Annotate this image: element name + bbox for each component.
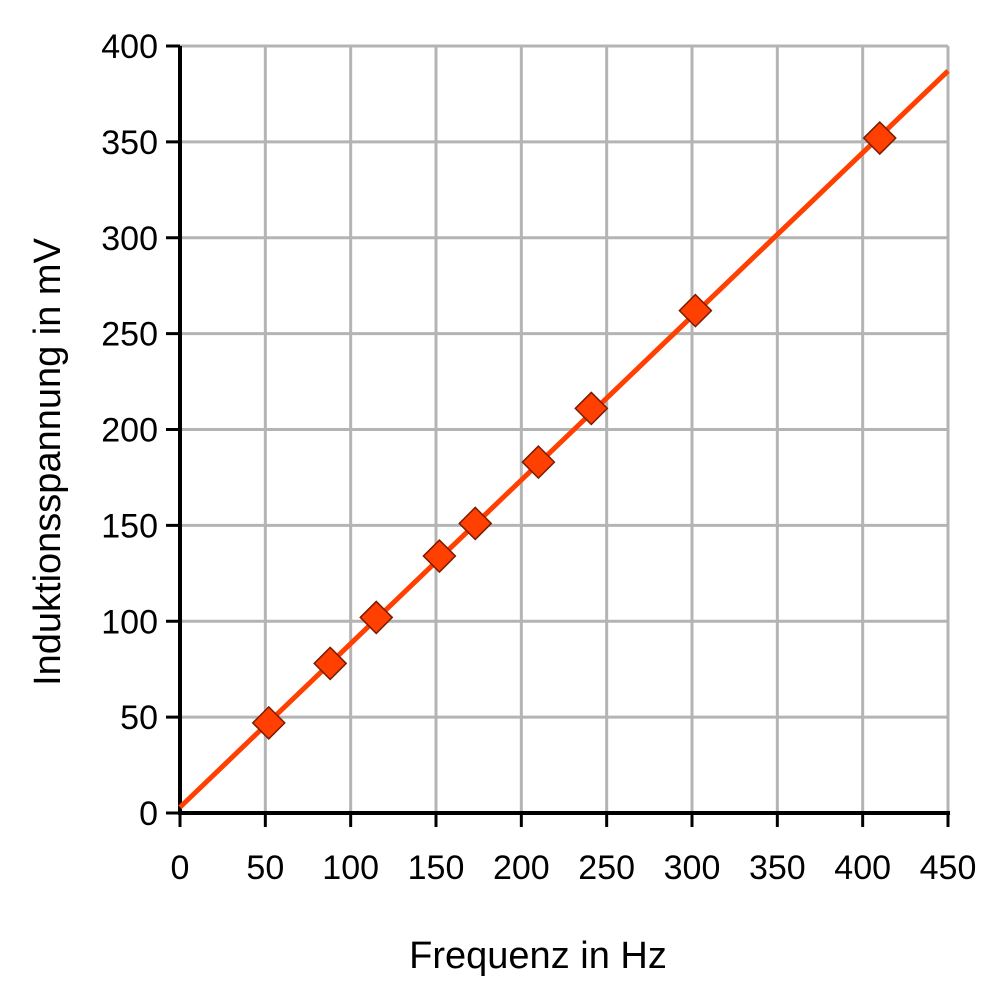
y-tick-label: 0 — [139, 795, 158, 833]
data-point — [521, 445, 556, 480]
x-tick-label: 150 — [408, 849, 465, 887]
x-tick-label: 250 — [578, 849, 635, 887]
y-tick-label: 350 — [101, 124, 158, 162]
x-tick-label: 450 — [920, 849, 977, 887]
trend-line — [178, 69, 950, 810]
y-tick-label: 400 — [101, 28, 158, 66]
x-tick-label: 50 — [246, 849, 284, 887]
axes — [166, 44, 950, 827]
x-axis-title: Frequenz in Hz — [409, 935, 667, 977]
data-points — [251, 120, 897, 740]
data-point — [574, 391, 609, 426]
x-tick-label: 300 — [664, 849, 721, 887]
y-tick-label: 200 — [101, 412, 158, 450]
y-tick-label: 100 — [101, 603, 158, 641]
x-tick-label: 100 — [322, 849, 379, 887]
data-point — [862, 120, 897, 156]
x-tick-label: 350 — [749, 849, 806, 887]
y-tick-label: 50 — [120, 699, 158, 737]
data-point — [458, 506, 493, 541]
y-axis-title: Induktionsspannung in mV — [27, 237, 69, 686]
grid — [180, 44, 950, 813]
y-tick-label: 250 — [101, 316, 158, 354]
trend-line-group — [178, 69, 950, 810]
data-point — [313, 646, 348, 681]
x-tick-label: 0 — [171, 849, 190, 887]
tick-labels: 0 50 100 150 200 250 300 350 400 0 50 100 150 200 250 3… — [101, 28, 976, 887]
data-point — [359, 600, 394, 635]
x-tick-label: 200 — [493, 849, 550, 887]
y-tick-label: 150 — [101, 507, 158, 545]
y-tick-label: 300 — [101, 220, 158, 258]
data-point — [678, 293, 713, 328]
data-point — [422, 538, 457, 574]
data-point — [251, 705, 286, 740]
x-tick-label: 400 — [834, 849, 891, 887]
